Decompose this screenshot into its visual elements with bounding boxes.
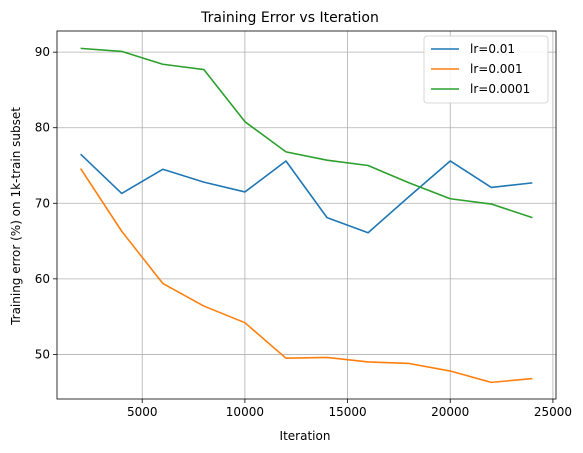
legend-entry-1: lr=0.01 xyxy=(470,42,515,56)
series-lines xyxy=(79,47,533,384)
series-line-3 xyxy=(80,47,533,219)
y-tick-label: 70 xyxy=(35,196,50,210)
y-tick-label: 50 xyxy=(35,347,50,361)
x-tick-label: 15000 xyxy=(328,405,366,419)
x-tick-label: 25000 xyxy=(534,405,572,419)
series-line-2 xyxy=(79,168,533,384)
legend-box xyxy=(423,35,549,104)
series-line-1 xyxy=(80,153,533,234)
legend-entry-2: lr=0.001 xyxy=(470,62,523,76)
legend-entry-3: lr=0.0001 xyxy=(470,82,530,96)
axis-ticks: 5000 10000 15000 20000 25000 50 60 70 80 90 xyxy=(35,45,572,419)
y-tick-label: 60 xyxy=(35,272,50,286)
legend: lr=0.01 lr=0.001 lr=0.0001 xyxy=(423,35,549,104)
y-tick-label: 90 xyxy=(35,45,50,59)
plot-frame xyxy=(56,30,557,400)
chart-title: Training Error vs Iteration xyxy=(200,10,379,26)
x-tick-label: 20000 xyxy=(431,405,469,419)
x-tick-label: 10000 xyxy=(226,405,264,419)
y-tick-label: 80 xyxy=(35,121,50,135)
x-tick-label: 5000 xyxy=(127,405,158,419)
y-axis-label: Training error (%) on 1k-train subset xyxy=(9,107,23,326)
x-axis-label: Iteration xyxy=(280,429,331,443)
